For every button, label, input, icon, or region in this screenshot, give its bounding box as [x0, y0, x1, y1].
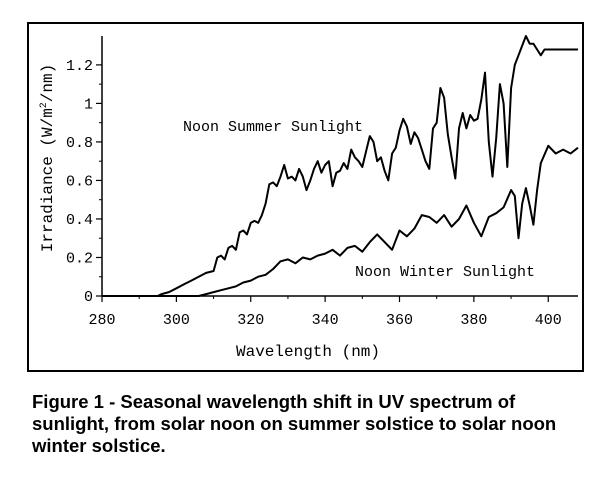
summer-series-label: Noon Summer Sunlight: [183, 119, 363, 136]
irradiance-chart: 280 300 320 340 360 380 400 0 0.2 0.4 0.6 0.8 1 1.2 N…: [39, 35, 579, 361]
x-tick-label: 300: [163, 312, 190, 329]
y-tick-label: 1.2: [66, 58, 93, 75]
y-tick-label: 1: [84, 96, 93, 113]
y-tick-label: 0.8: [66, 135, 93, 152]
x-tick-label: 320: [237, 312, 264, 329]
chart-series: [102, 35, 579, 297]
x-tick-label: 400: [535, 312, 562, 329]
x-tick-label: 340: [312, 312, 339, 329]
x-tick-label: 280: [88, 312, 115, 329]
figure-frame: [27, 22, 584, 372]
y-tick-label: 0: [84, 289, 93, 306]
x-axis-label: Wavelength (nm): [236, 343, 380, 361]
y-axis-label: Irradiance (W/m2/nm): [39, 64, 57, 252]
y-axis-label-suffix: /nm): [39, 64, 57, 102]
winter-series-line: [102, 144, 579, 297]
x-tick-label: 380: [460, 312, 487, 329]
chart-ticks: 280 300 320 340 360 380 400 0 0.2 0.4 0.6 0.8 1 1.2: [66, 58, 562, 329]
summer-series-line: [102, 35, 578, 297]
y-tick-label: 0.6: [66, 173, 93, 190]
y-axis-label-sup: 2: [39, 102, 50, 108]
winter-series-label: Noon Winter Sunlight: [355, 264, 535, 281]
figure-caption: Figure 1 - Seasonal wavelength shift in …: [32, 391, 557, 456]
y-tick-label: 0.4: [66, 212, 93, 229]
x-tick-label: 360: [386, 312, 413, 329]
y-axis-label-prefix: Irradiance (W/m: [39, 108, 57, 252]
y-tick-label: 0.2: [66, 250, 93, 267]
